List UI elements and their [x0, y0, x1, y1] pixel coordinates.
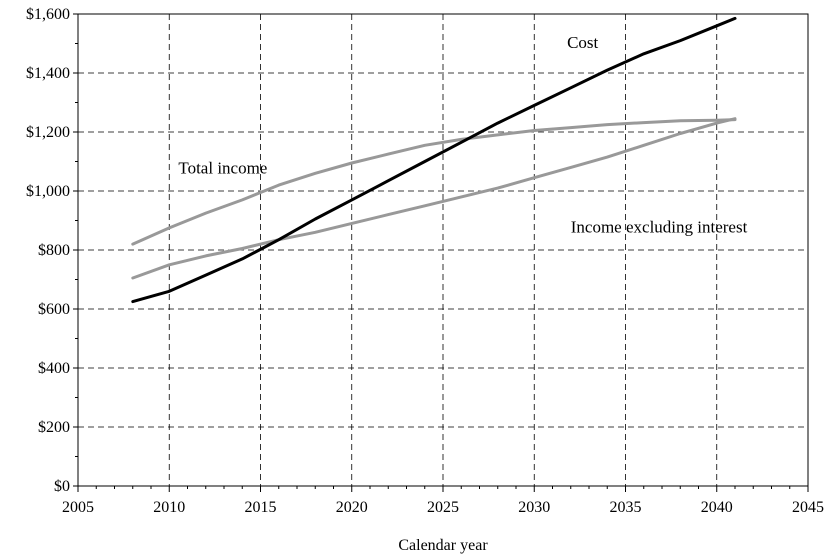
y-tick-label: $400 — [38, 360, 70, 377]
y-tick-label: $1,000 — [26, 183, 70, 200]
x-axis-title: Calendar year — [398, 537, 488, 554]
x-tick-label: 2045 — [792, 499, 824, 516]
annotation-label: Total income — [178, 158, 267, 177]
x-tick-label: 2015 — [245, 499, 277, 516]
y-tick-label: $0 — [54, 478, 70, 495]
annotation-label: Income excluding interest — [571, 217, 748, 236]
annotation-label: Cost — [567, 33, 598, 52]
x-tick-label: 2040 — [701, 499, 733, 516]
x-axis-tick-labels: 2005 2010 2015 2020 2025 2030 2035 2040 2045 — [62, 499, 824, 516]
x-tick-label: 2030 — [518, 499, 550, 516]
series-line-income-excluding-interest — [131, 117, 737, 280]
x-tick-label: 2020 — [336, 499, 368, 516]
grid-lines — [78, 14, 808, 486]
annotations: Cost Total income Income excluding interes… — [178, 33, 747, 236]
series-line-total-income — [131, 118, 737, 246]
y-axis-tick-labels: $0 $200 $400 $600 $800 $1,000 $1,200 $1,400 $1,6… — [26, 6, 70, 495]
x-tick-label: 2005 — [62, 499, 94, 516]
y-tick-label: $600 — [38, 301, 70, 318]
x-tick-label: 2035 — [610, 499, 642, 516]
x-tick-label: 2025 — [427, 499, 459, 516]
axis-ticks — [73, 13, 809, 492]
y-tick-label: $1,600 — [26, 6, 70, 23]
y-tick-label: $1,400 — [26, 65, 70, 82]
series-line-cost — [131, 16, 737, 304]
y-tick-label: $800 — [38, 242, 70, 259]
y-tick-label: $1,200 — [26, 124, 70, 141]
series-layer — [131, 16, 737, 304]
y-tick-label: $200 — [38, 419, 70, 436]
x-tick-label: 2010 — [153, 499, 185, 516]
